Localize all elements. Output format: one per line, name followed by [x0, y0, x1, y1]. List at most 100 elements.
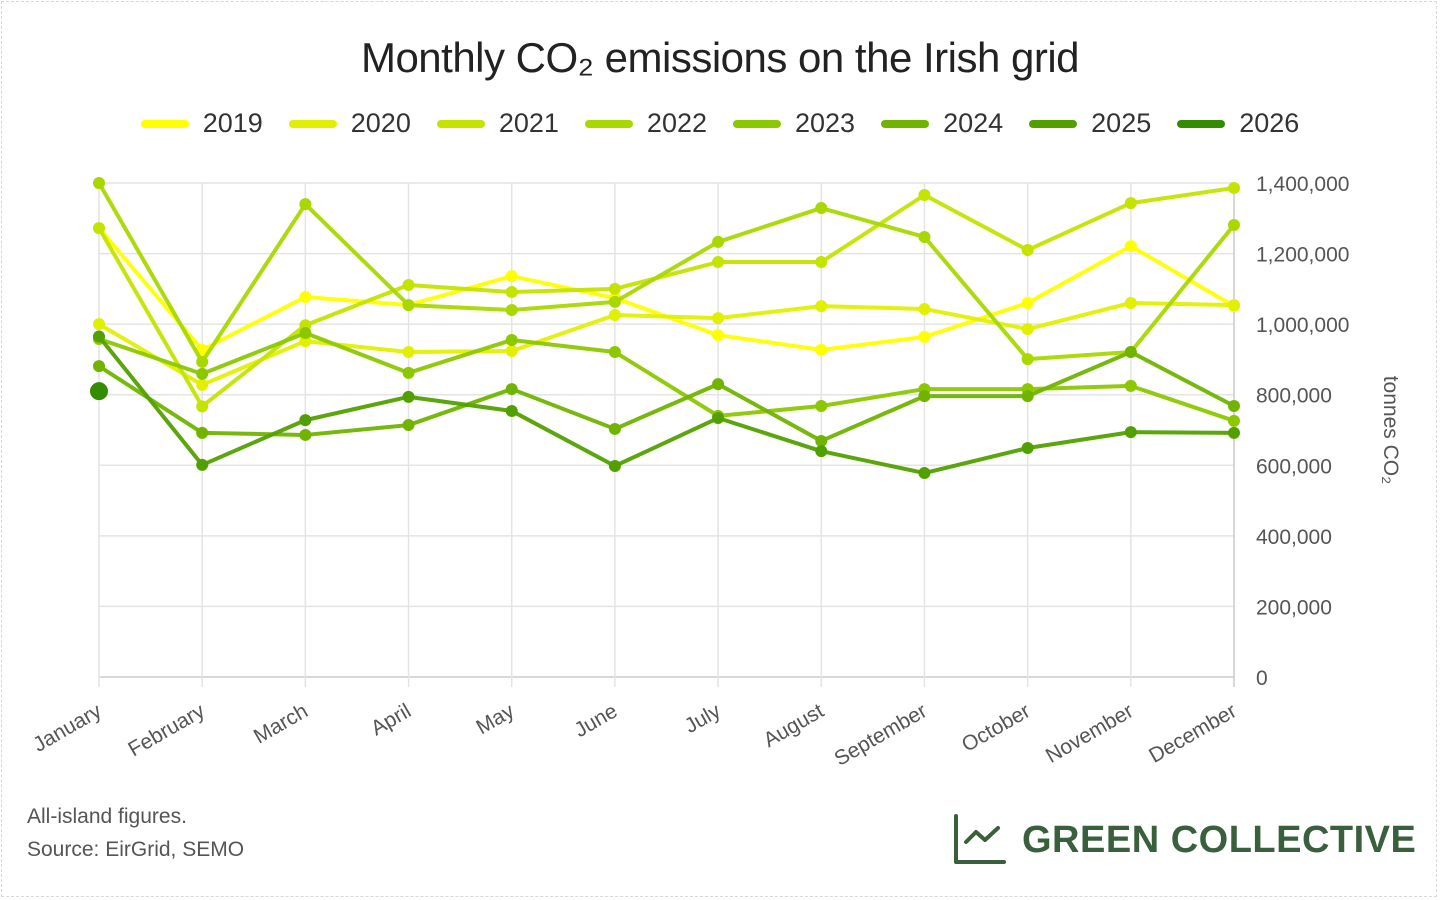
series-line: [97, 182, 1236, 364]
data-point: [402, 366, 415, 379]
legend-item-2021[interactable]: 2021: [436, 108, 559, 139]
data-point: [1228, 299, 1240, 312]
brand-name: GREEN COLLECTIVE: [1022, 818, 1417, 861]
data-point: [1021, 441, 1034, 454]
data-point: [815, 400, 828, 413]
data-point: [1021, 323, 1034, 336]
data-point: [918, 230, 931, 243]
x-tick-label: October: [958, 699, 1034, 756]
data-point: [918, 467, 931, 480]
data-point: [93, 360, 105, 373]
series-line: [97, 226, 1236, 352]
legend-item-2024[interactable]: 2024: [881, 108, 1003, 139]
line-chart-icon: [954, 814, 1006, 864]
data-point: [1124, 346, 1137, 359]
legend-label: 2023: [795, 108, 856, 138]
data-point: [196, 367, 209, 380]
data-point: [712, 329, 725, 342]
legend-swatch: [733, 119, 781, 128]
x-tick-label: June: [570, 699, 621, 742]
data-point: [402, 299, 415, 312]
data-point: [918, 330, 931, 343]
legend: 2019 2020 2021 2022 2023 2024 2025 2026: [0, 108, 1440, 139]
data-point: [299, 428, 312, 441]
data-point: [93, 222, 105, 235]
series-line: [97, 335, 1235, 476]
data-point: [1228, 181, 1240, 194]
series-2026: [90, 382, 108, 401]
x-tick-label: April: [367, 699, 415, 740]
data-point: [299, 326, 312, 339]
data-point: [1021, 244, 1034, 257]
data-point: [93, 330, 105, 343]
footnote: All-island figures. Source: EirGrid, SEM…: [27, 800, 244, 866]
x-tick-label: September: [830, 699, 930, 770]
data-point: [1124, 296, 1137, 309]
legend-item-2026[interactable]: 2026: [1177, 108, 1299, 139]
legend-item-2020[interactable]: 2020: [288, 108, 411, 139]
legend-item-2023[interactable]: 2023: [733, 108, 855, 139]
series-2022: [93, 177, 1240, 368]
series-2019: [93, 222, 1240, 356]
legend-label: 2025: [1091, 108, 1152, 138]
y-tick-label: 600,000: [1256, 455, 1332, 478]
x-tick-label: February: [124, 699, 209, 761]
data-point: [815, 256, 828, 269]
y-tick-label: 800,000: [1256, 385, 1332, 408]
legend-label: 2026: [1239, 108, 1300, 138]
legend-item-2022[interactable]: 2022: [584, 108, 707, 139]
series-2024: [93, 346, 1240, 447]
data-point: [1228, 414, 1240, 427]
legend-swatch: [436, 119, 485, 128]
data-point: [196, 426, 209, 439]
data-point: [1228, 426, 1240, 439]
footnote-source: Source: EirGrid, SEMO: [27, 838, 245, 861]
series-line: [97, 350, 1235, 443]
legend-swatch: [288, 119, 337, 128]
legend-item-2025[interactable]: 2025: [1029, 108, 1151, 139]
data-point: [299, 290, 312, 303]
data-point: [505, 286, 518, 299]
legend-label: 2019: [202, 108, 263, 138]
series-2025: [93, 330, 1240, 480]
data-point: [196, 378, 209, 391]
data-point: [505, 304, 518, 317]
data-point: [402, 419, 415, 432]
x-tick-label: July: [681, 699, 725, 738]
series-2020: [93, 296, 1240, 391]
data-point: [299, 414, 312, 427]
data-point: [1124, 379, 1137, 392]
legend-item-2019[interactable]: 2019: [140, 108, 263, 139]
legend-label: 2020: [350, 108, 411, 138]
data-point: [1021, 390, 1034, 403]
data-point: [608, 422, 621, 435]
data-point: [505, 270, 518, 283]
y-tick-label: 400,000: [1256, 526, 1332, 549]
data-point: [93, 177, 105, 189]
data-point: [712, 312, 725, 325]
data-point: [712, 412, 725, 425]
y-tick-label: 1,400,000: [1256, 173, 1349, 196]
x-tick-label: November: [1042, 699, 1137, 767]
data-point: [608, 282, 621, 295]
y-tick-label: 1,200,000: [1256, 244, 1349, 267]
legend-swatch: [584, 119, 633, 128]
data-point: [93, 318, 105, 331]
data-point: [505, 404, 518, 417]
data-point: [1228, 218, 1240, 231]
brand-logo: GREEN COLLECTIVE: [952, 812, 1416, 868]
data-point: [196, 355, 209, 368]
y-tick-label: 200,000: [1256, 596, 1332, 619]
data-point: [712, 235, 725, 248]
data-point: [505, 344, 518, 357]
data-point: [815, 300, 828, 313]
y-tick-label: 0: [1256, 667, 1268, 690]
data-point: [608, 295, 621, 308]
legend-label: 2022: [646, 108, 707, 138]
legend-label: 2021: [498, 108, 559, 138]
legend-swatch: [140, 119, 189, 128]
data-point: [1021, 353, 1034, 366]
x-tick-label: March: [250, 699, 312, 748]
legend-label: 2024: [943, 108, 1004, 138]
